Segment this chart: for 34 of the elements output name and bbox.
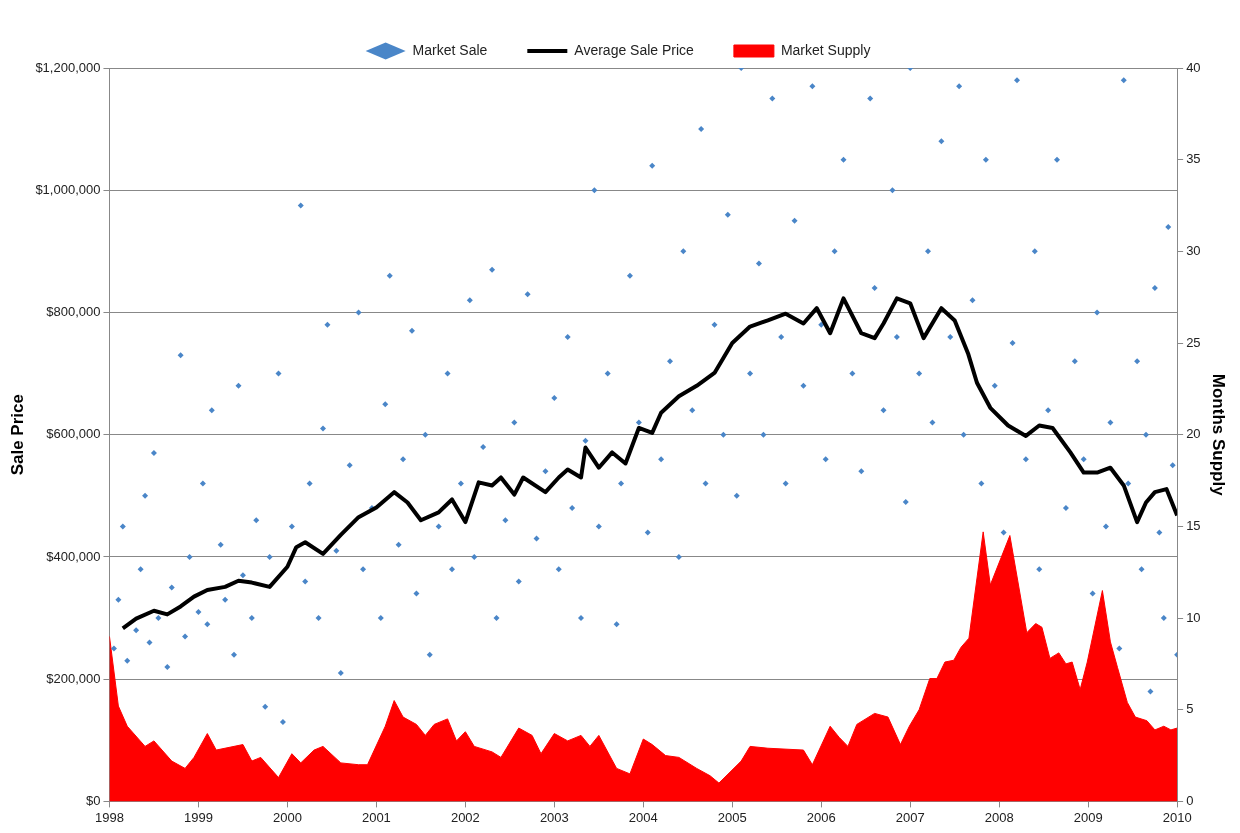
x-tick-label: 2000 xyxy=(272,809,302,825)
y2-tick-label: 15 xyxy=(1186,517,1201,533)
y-tick-label: $1,000,000 xyxy=(35,181,101,197)
y2-axis-title: Months Supply xyxy=(1209,373,1229,497)
y-tick-label: $1,200,000 xyxy=(35,59,101,75)
y2-tick-label: 25 xyxy=(1186,334,1201,350)
y2-tick-label: 35 xyxy=(1186,151,1201,167)
y2-tick-label: 0 xyxy=(1186,792,1194,808)
y2-tick-label: 30 xyxy=(1186,242,1201,258)
y-tick-label: $200,000 xyxy=(46,670,101,686)
legend-label: Average Sale Price xyxy=(574,41,695,58)
legend-label: Market Sale xyxy=(412,41,488,58)
x-tick-label: 2007 xyxy=(895,809,925,825)
x-tick-label: 2001 xyxy=(361,809,391,825)
y-tick-label: $0 xyxy=(85,792,101,808)
y-axis-title: Sale Price xyxy=(7,394,27,476)
x-tick-label: 2005 xyxy=(717,809,747,825)
y2-tick-label: 20 xyxy=(1186,426,1201,442)
y2-tick-label: 5 xyxy=(1186,701,1194,717)
y-tick-label: $600,000 xyxy=(46,426,101,442)
y-tick-label: $400,000 xyxy=(46,548,101,564)
x-tick-label: 2003 xyxy=(539,809,569,825)
x-tick-label: 2010 xyxy=(1162,809,1192,825)
x-tick-label: 2002 xyxy=(450,809,480,825)
x-tick-label: 2009 xyxy=(1073,809,1103,825)
x-tick-label: 2006 xyxy=(806,809,836,825)
x-tick-label: 1999 xyxy=(183,809,213,825)
y-tick-label: $800,000 xyxy=(46,304,101,320)
legend-label: Market Supply xyxy=(780,41,871,58)
y2-tick-label: 10 xyxy=(1186,609,1201,625)
y2-tick-label: 40 xyxy=(1186,59,1201,75)
x-tick-label: 2004 xyxy=(628,809,658,825)
x-tick-label: 2008 xyxy=(984,809,1014,825)
x-tick-label: 1998 xyxy=(95,809,124,825)
